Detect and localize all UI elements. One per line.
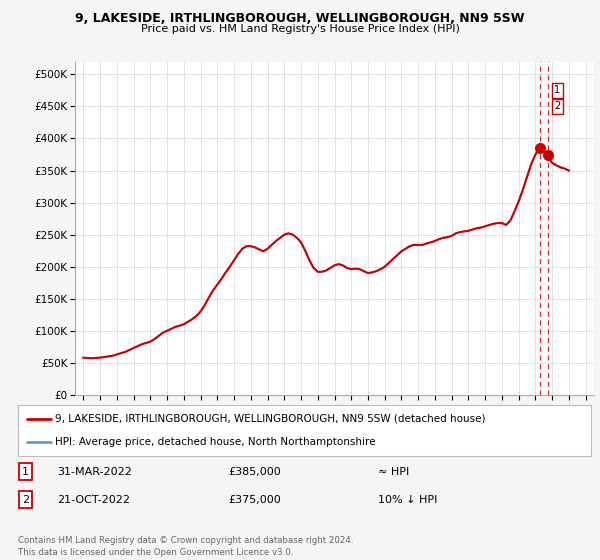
- Text: ≈ HPI: ≈ HPI: [378, 466, 409, 477]
- Text: £385,000: £385,000: [228, 466, 281, 477]
- Text: 31-MAR-2022: 31-MAR-2022: [57, 466, 132, 477]
- Text: 2: 2: [554, 101, 560, 111]
- Text: 9, LAKESIDE, IRTHLINGBOROUGH, WELLINGBOROUGH, NN9 5SW: 9, LAKESIDE, IRTHLINGBOROUGH, WELLINGBOR…: [75, 12, 525, 25]
- Text: Contains HM Land Registry data © Crown copyright and database right 2024.
This d: Contains HM Land Registry data © Crown c…: [18, 536, 353, 557]
- Text: £375,000: £375,000: [228, 494, 281, 505]
- Text: 1: 1: [554, 86, 560, 95]
- Text: HPI: Average price, detached house, North Northamptonshire: HPI: Average price, detached house, Nort…: [55, 437, 376, 447]
- Text: 10% ↓ HPI: 10% ↓ HPI: [378, 494, 437, 505]
- Text: 9, LAKESIDE, IRTHLINGBOROUGH, WELLINGBOROUGH, NN9 5SW (detached house): 9, LAKESIDE, IRTHLINGBOROUGH, WELLINGBOR…: [55, 414, 486, 424]
- Text: 2: 2: [22, 494, 29, 505]
- Text: 21-OCT-2022: 21-OCT-2022: [57, 494, 130, 505]
- Text: Price paid vs. HM Land Registry's House Price Index (HPI): Price paid vs. HM Land Registry's House …: [140, 24, 460, 34]
- Text: 1: 1: [22, 466, 29, 477]
